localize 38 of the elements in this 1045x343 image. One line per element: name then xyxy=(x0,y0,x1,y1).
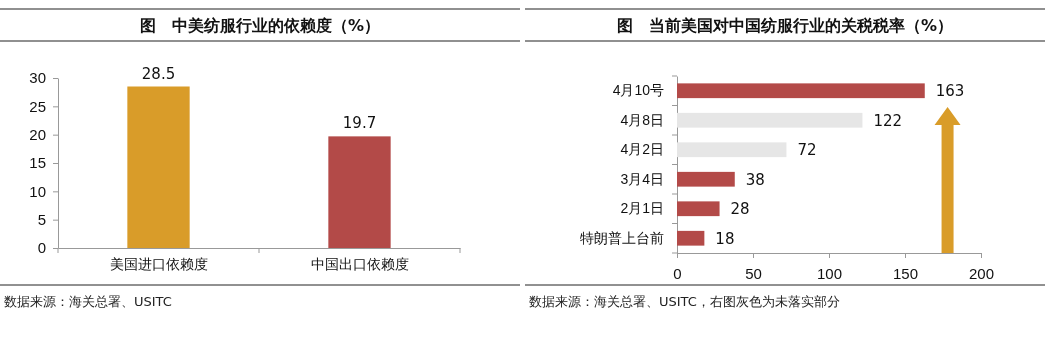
y-tick-label: 5 xyxy=(37,210,46,228)
data-label: 19.7 xyxy=(342,114,377,133)
y-tick-label: 2月1日 xyxy=(620,200,664,217)
y-tick-label: 20 xyxy=(29,125,46,143)
x-tick-label: 150 xyxy=(892,265,919,282)
bar xyxy=(677,201,720,217)
y-tick-label: 3月4日 xyxy=(620,170,664,187)
source-note: 数据来源：海关总署、USITC，右图灰色为未落实部分 xyxy=(529,294,840,309)
x-tick-label: 50 xyxy=(745,265,762,282)
x-tick-label: 200 xyxy=(968,265,995,282)
data-label: 72 xyxy=(797,141,817,159)
y-tick-label: 特朗普上台前 xyxy=(580,229,664,246)
chart-title: 图 当前美国对中国纺服行业的关税税率（%） xyxy=(616,16,954,35)
data-label: 38 xyxy=(745,170,765,189)
data-label: 122 xyxy=(873,111,903,130)
data-label: 18 xyxy=(715,229,735,248)
bar xyxy=(677,142,787,158)
x-tick-label: 0 xyxy=(673,265,682,282)
data-label: 28 xyxy=(730,200,750,218)
y-tick-label: 15 xyxy=(29,154,46,172)
y-tick-label: 4月10号 xyxy=(612,82,664,99)
data-label: 163 xyxy=(935,82,965,100)
bar xyxy=(677,83,925,99)
y-tick-label: 10 xyxy=(29,182,46,200)
bar xyxy=(677,112,863,128)
bar xyxy=(677,230,705,246)
y-tick-label: 25 xyxy=(29,97,46,115)
x-tick-label: 100 xyxy=(816,265,843,282)
y-tick-label: 4月8日 xyxy=(620,111,664,128)
x-tick-label: 中国出口依赖度 xyxy=(310,256,409,273)
source-note: 数据来源：海关总署、USITC xyxy=(4,294,172,309)
data-label: 28.5 xyxy=(141,64,176,83)
y-tick-label: 4月2日 xyxy=(620,141,664,158)
y-tick-label: 0 xyxy=(37,239,46,257)
chart-title: 图 中美纺服行业的依赖度（%） xyxy=(139,16,381,35)
bar xyxy=(677,171,735,187)
y-tick-label: 30 xyxy=(29,69,46,87)
x-tick-label: 美国进口依赖度 xyxy=(109,256,208,273)
